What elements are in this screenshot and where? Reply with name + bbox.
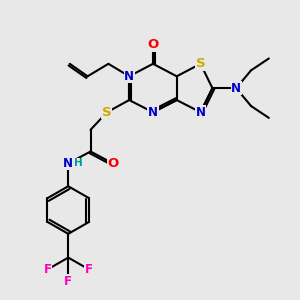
Text: F: F (64, 275, 72, 288)
Text: O: O (147, 38, 159, 51)
Text: N: N (148, 106, 158, 119)
Text: S: S (196, 57, 205, 70)
Text: N: N (63, 157, 73, 170)
Text: H: H (74, 158, 83, 168)
Text: S: S (102, 106, 112, 119)
Text: F: F (44, 263, 52, 276)
Text: F: F (85, 263, 93, 276)
Text: N: N (231, 82, 241, 95)
Text: N: N (124, 70, 134, 83)
Text: O: O (107, 157, 118, 170)
Text: N: N (196, 106, 206, 119)
